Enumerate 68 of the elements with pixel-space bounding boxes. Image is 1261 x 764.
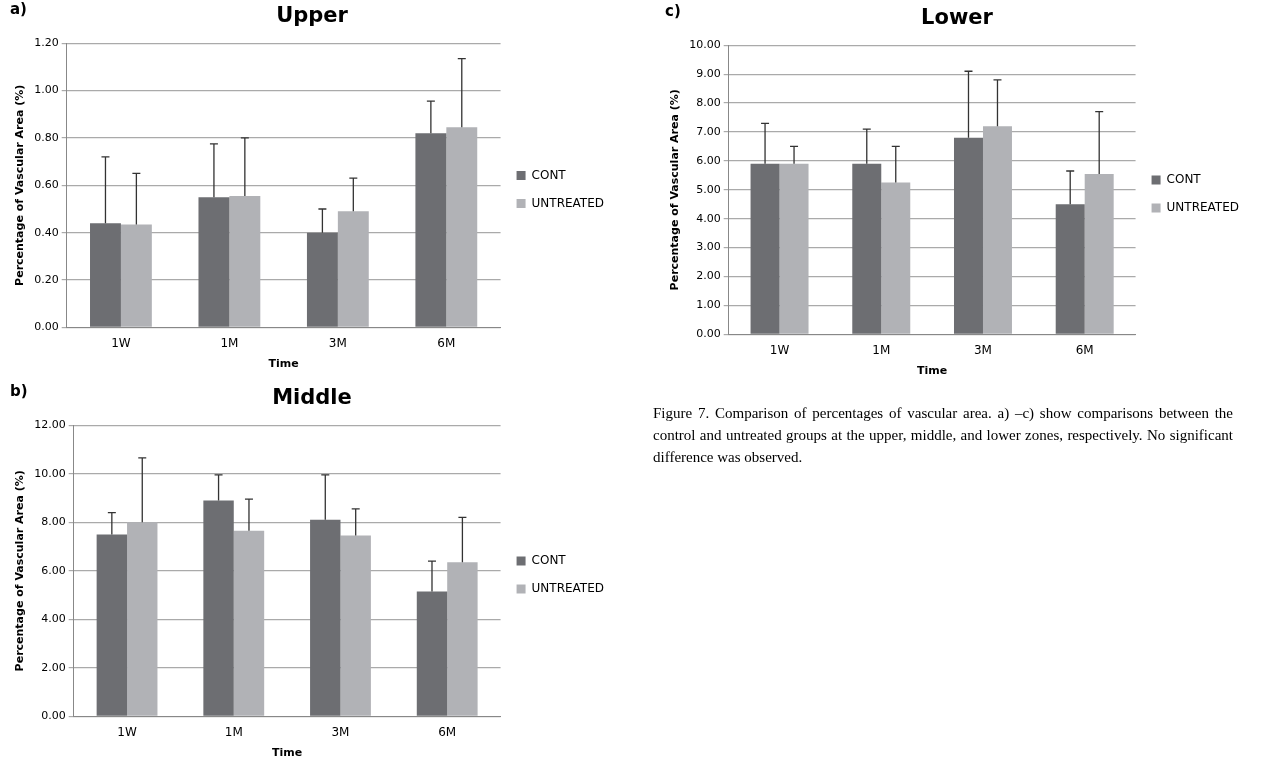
text: c) [665,2,681,20]
x-tick-label: 3M [331,724,350,739]
chart-title: Upper [276,3,349,28]
caption: Figure 7. Comparison of percentages of vascular area. a) –c) show comparisons between the control and untreated groups at the upper, middle, and lower zones, respectively. No significant difference was observed. [653,404,1233,467]
text: b) [10,382,28,400]
bar [310,519,341,716]
x-tick-label: 1M [220,335,239,350]
x-tick-label: 6M [1075,342,1094,357]
y-tick-label: 9.00 [696,66,721,80]
x-axis-title: Time [268,357,299,371]
x-tick-label: 6M [437,335,456,350]
legend-label: UNTREATED [1166,200,1240,215]
y-tick-label: 10.00 [34,466,66,480]
y-axis-title: Percentage of Vascular Area (%) [668,89,682,291]
y-tick-label: 0.00 [696,327,721,341]
bar [198,197,230,327]
y-tick-label: 4.00 [41,612,66,626]
y-axis-title: Percentage of Vascular Area (%) [13,470,27,672]
legend-label: CONT [531,553,567,568]
x-tick-label: 1W [769,342,790,357]
chart-title: Lower [921,5,994,30]
bar [416,591,448,716]
bar [852,163,882,334]
text: a) [10,0,27,18]
y-tick-label: 8.00 [696,95,721,109]
bar [203,500,234,716]
y-tick-label: 6.00 [41,563,66,577]
bar [954,137,983,334]
y-tick-label: 12.00 [34,418,66,432]
x-tick-label: 3M [328,335,347,350]
bar [96,534,128,716]
y-tick-label: 0.00 [34,320,59,334]
bar [90,223,121,327]
y-tick-label: 1.00 [696,298,721,312]
y-tick-label: 10.00 [689,38,721,52]
chart-title: Middle [272,385,352,410]
bar [415,133,447,327]
y-tick-label: 3.00 [696,240,721,254]
y-tick-label: 2.00 [41,660,66,674]
y-tick-label: 5.00 [696,182,721,196]
y-axis-title: Percentage of Vascular Area (%) [13,84,27,286]
x-axis-title: Time [272,746,303,760]
y-tick-label: 0.20 [34,272,59,286]
bar [750,163,780,334]
x-tick-label: 3M [973,342,992,357]
x-tick-label: 1M [224,724,243,739]
y-tick-label: 8.00 [41,515,66,529]
legend-label: CONT [531,167,567,182]
x-axis-title: Time [917,364,948,378]
y-tick-label: 0.00 [41,709,66,723]
y-tick-label: 2.00 [696,269,721,283]
y-tick-label: 0.60 [34,178,59,192]
bar [306,232,338,327]
y-tick-label: 1.00 [34,83,59,97]
legend-label: CONT [1166,172,1202,187]
y-tick-label: 7.00 [696,124,721,138]
x-tick-label: 1W [111,335,131,350]
legend-label: UNTREATED [531,581,605,596]
x-tick-label: 6M [438,724,457,739]
y-tick-label: 0.40 [34,225,59,239]
y-tick-label: 1.20 [34,36,59,50]
x-tick-label: 1M [872,342,891,357]
y-tick-label: 6.00 [696,153,721,167]
x-tick-label: 1W [117,724,137,739]
y-tick-label: 0.80 [34,130,59,144]
y-tick-label: 4.00 [696,211,721,225]
bar [1055,204,1085,334]
legend-label: UNTREATED [531,195,605,210]
